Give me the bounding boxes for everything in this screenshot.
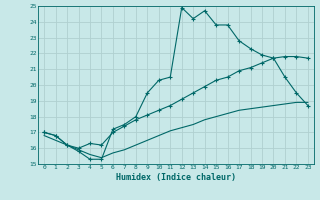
X-axis label: Humidex (Indice chaleur): Humidex (Indice chaleur) (116, 173, 236, 182)
